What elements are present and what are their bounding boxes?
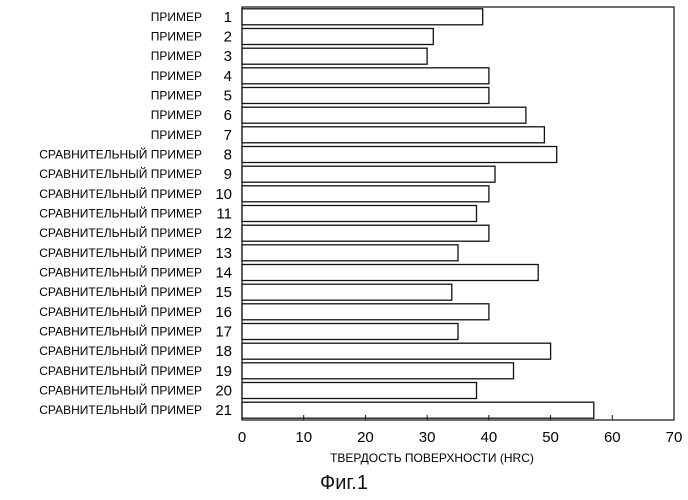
category-label-16: СРАВНИТЕЛЬНЫЙ ПРИМЕР	[39, 304, 202, 319]
category-label-9: СРАВНИТЕЛЬНЫЙ ПРИМЕР	[39, 166, 202, 181]
category-number-5: 5	[224, 88, 232, 105]
category-number-19: 19	[215, 363, 232, 380]
category-label-15: СРАВНИТЕЛЬНЫЙ ПРИМЕР	[39, 284, 202, 299]
category-number-7: 7	[224, 127, 232, 144]
bar-14	[242, 265, 538, 281]
bar-18	[242, 343, 551, 359]
category-label-8: СРАВНИТЕЛЬНЫЙ ПРИМЕР	[39, 147, 202, 162]
bar-10	[242, 186, 489, 202]
bar-7	[242, 127, 544, 143]
category-number-18: 18	[215, 343, 232, 360]
category-label-14: СРАВНИТЕЛЬНЫЙ ПРИМЕР	[39, 265, 202, 280]
x-tick-label-70: 70	[666, 429, 683, 446]
category-number-21: 21	[215, 402, 232, 419]
x-tick-label-20: 20	[357, 429, 374, 446]
bar-2	[242, 29, 433, 45]
category-number-10: 10	[215, 186, 232, 203]
x-tick-label-0: 0	[238, 429, 246, 446]
category-number-1: 1	[224, 9, 232, 26]
category-label-6: ПРИМЕР	[151, 108, 202, 122]
category-label-5: ПРИМЕР	[151, 89, 202, 103]
bar-16	[242, 304, 489, 320]
category-label-10: СРАВНИТЕЛЬНЫЙ ПРИМЕР	[39, 186, 202, 201]
category-number-14: 14	[215, 265, 232, 282]
category-number-8: 8	[224, 147, 232, 164]
hardness-bar-chart: ПРИМЕР 1 ПРИМЕР 2 ПРИМЕР 3 ПРИМЕР 4 ПРИМЕР 5 ПРИМЕ…	[0, 0, 688, 468]
category-label-21: СРАВНИТЕЛЬНЫЙ ПРИМЕР	[39, 402, 202, 417]
category-label-2: ПРИМЕР	[151, 30, 202, 44]
category-label-20: СРАВНИТЕЛЬНЫЙ ПРИМЕР	[39, 383, 202, 398]
bar-17	[242, 324, 458, 340]
bar-1	[242, 9, 483, 25]
category-number-4: 4	[224, 68, 232, 85]
category-number-3: 3	[224, 48, 232, 65]
category-number-9: 9	[224, 166, 232, 183]
category-number-13: 13	[215, 245, 232, 262]
category-number-2: 2	[224, 29, 232, 46]
category-label-7: ПРИМЕР	[151, 128, 202, 142]
category-label-18: СРАВНИТЕЛЬНЫЙ ПРИМЕР	[39, 343, 202, 358]
bar-12	[242, 225, 489, 241]
x-tick-label-50: 50	[542, 429, 559, 446]
category-label-13: СРАВНИТЕЛЬНЫЙ ПРИМЕР	[39, 245, 202, 260]
category-label-11: СРАВНИТЕЛЬНЫЙ ПРИМЕР	[39, 206, 202, 221]
bar-4	[242, 68, 489, 84]
category-label-19: СРАВНИТЕЛЬНЫЙ ПРИМЕР	[39, 363, 202, 378]
bar-3	[242, 48, 427, 64]
bar-15	[242, 284, 452, 300]
bar-6	[242, 107, 526, 123]
x-tick-label-60: 60	[604, 429, 621, 446]
category-number-16: 16	[215, 304, 232, 321]
bar-11	[242, 206, 477, 222]
category-number-12: 12	[215, 225, 232, 242]
category-label-4: ПРИМЕР	[151, 69, 202, 83]
bar-20	[242, 383, 477, 399]
bar-13	[242, 245, 458, 261]
category-label-17: СРАВНИТЕЛЬНЫЙ ПРИМЕР	[39, 324, 202, 339]
category-label-3: ПРИМЕР	[151, 49, 202, 63]
category-label-12: СРАВНИТЕЛЬНЫЙ ПРИМЕР	[39, 225, 202, 240]
category-label-1: ПРИМЕР	[151, 10, 202, 24]
x-tick-label-10: 10	[295, 429, 312, 446]
x-tick-label-30: 30	[419, 429, 436, 446]
category-number-6: 6	[224, 107, 232, 124]
category-number-15: 15	[215, 284, 232, 301]
x-tick-label-40: 40	[481, 429, 498, 446]
category-number-11: 11	[216, 206, 232, 223]
category-number-17: 17	[215, 324, 232, 341]
bar-5	[242, 88, 489, 104]
bar-9	[242, 166, 495, 182]
figure-caption: Фиг.1	[0, 472, 688, 495]
x-axis-label: ТВЕРДОСТЬ ПОВЕРХНОСТИ (HRC)	[330, 451, 534, 465]
bar-19	[242, 363, 514, 379]
bar-21	[242, 402, 594, 418]
category-number-20: 20	[215, 383, 232, 400]
bar-8	[242, 147, 557, 163]
